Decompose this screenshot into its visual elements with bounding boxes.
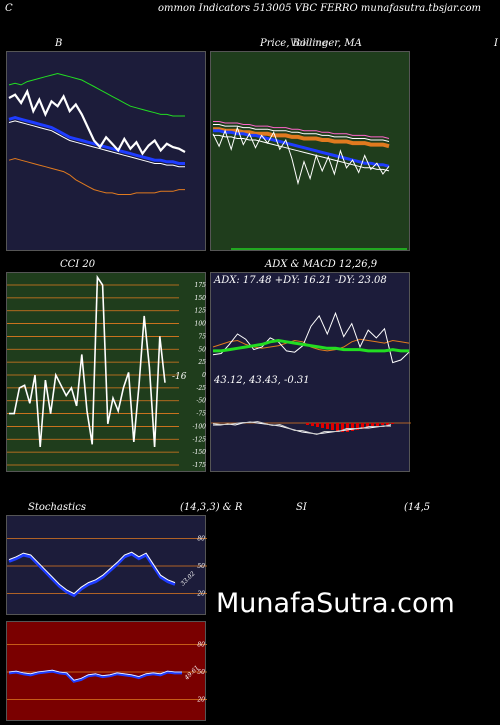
adx-label: ADX: 17.48 +DY: 16.21 -DY: 23.08: [214, 275, 387, 286]
panel-stoch-params: (14,3,3) & R: [180, 502, 243, 513]
price-upper-band-inner: [213, 124, 390, 142]
stoch-k-line: [8, 552, 176, 598]
adx-plus-dy-line: [212, 311, 410, 364]
stoch-tick-label: 80: [197, 535, 205, 542]
macd-hist-bar: [346, 423, 349, 432]
stoch-value-label: 33.02: [179, 570, 196, 587]
macd-hist-bar: [391, 423, 394, 424]
stoch-tick-label: 20: [196, 591, 205, 598]
macd-hist-bar: [361, 423, 364, 429]
panel-price-overlay: Volume: [290, 38, 328, 49]
macd-hist-bar: [336, 423, 339, 431]
b-price-line: [8, 88, 186, 156]
panel-rsi-params: (14,5: [404, 502, 431, 513]
b-lower-line: [8, 157, 185, 195]
cci-tick-label: -50: [196, 398, 206, 405]
macd-hist-bar: [331, 423, 334, 430]
macd-hist-bar: [356, 423, 359, 430]
cci-tick-label: -75: [196, 411, 206, 418]
macd-label: 43.12, 43.43, -0.31: [214, 375, 310, 386]
panel-adx: [210, 272, 411, 472]
panel-b: [6, 51, 206, 251]
macd-hist-bar: [366, 423, 369, 428]
rsi-tick-label: 80: [197, 641, 205, 648]
panel-rsi-title: SI: [296, 502, 307, 513]
cci-value-label: -16: [172, 372, 187, 382]
panel-cci-chart: 175 150 125 100 75 50 25 0 -25 -50 -75 -100 -125 -150…: [7, 274, 207, 469]
price-upper-band: [213, 121, 390, 139]
panel-price-title: Price, Bollinger, MA: [260, 38, 362, 49]
stoch-d-line: [8, 551, 176, 595]
cci-tick-label: -175: [193, 462, 207, 469]
panel-price: [210, 51, 410, 251]
watermark: MunafaSutra.com: [216, 588, 455, 619]
macd-hist-bar: [386, 423, 389, 425]
macd-hist-bar: [376, 423, 379, 426]
panel-cci-title: CCI 20: [60, 259, 96, 270]
cci-tick-label: 150: [195, 295, 207, 302]
cci-tick-label: -125: [193, 436, 207, 443]
rsi-line: [8, 669, 182, 683]
cci-tick-label: 50: [198, 346, 206, 353]
panel-cci: 175 150 125 100 75 50 25 0 -25 -50 -75 -100 -125 -150…: [6, 272, 206, 472]
panel-b-title: B: [55, 38, 63, 49]
price-ma-line: [213, 129, 390, 168]
rsi-tick-label: 20: [196, 697, 205, 704]
adx-line: [213, 338, 409, 353]
macd-signal-line: [212, 420, 392, 436]
rsi-tick-label: 50: [197, 669, 205, 676]
right-edge-label: I: [494, 38, 498, 49]
panel-stochastics: 80 50 20 33.02: [6, 515, 207, 615]
macd-hist-bar: [311, 423, 314, 426]
cci-tick-label: -100: [193, 423, 207, 430]
macd-hist-bar: [351, 423, 354, 431]
panel-stoch-title: Stochastics: [28, 502, 86, 513]
b-ma-line: [8, 116, 185, 165]
b-upper-line: [8, 72, 185, 117]
page-title: ommon Indicators 513005 VBC FERRO munafa…: [158, 3, 481, 14]
price-orange-band: [213, 127, 390, 149]
cci-tick-label: 175: [195, 282, 207, 289]
b-ma-inner-line: [8, 120, 185, 168]
panel-adx-chart: [211, 311, 411, 436]
macd-hist-bar: [321, 423, 324, 428]
panel-b-chart: [8, 72, 186, 195]
macd-hist-bar: [371, 423, 374, 427]
panel-rsi: 80 50 20 49.61: [6, 621, 207, 721]
macd-hist-bar: [306, 423, 309, 425]
price-ma-inner: [213, 134, 390, 172]
stoch-tick-label: 50: [197, 563, 205, 570]
macd-hist-bar: [326, 423, 329, 429]
cci-tick-label: 25: [197, 359, 206, 366]
macd-hist-bar: [381, 423, 384, 425]
cci-tick-label: 0: [202, 372, 206, 379]
header-left: C: [5, 3, 13, 14]
cci-tick-label: 125: [195, 308, 207, 315]
cci-tick-label: -25: [196, 385, 206, 392]
panel-price-chart: [212, 121, 407, 250]
macd-hist-bar: [341, 423, 344, 432]
macd-hist-bar: [316, 423, 319, 427]
price-close-line: [212, 125, 390, 186]
cci-tick-label: 100: [195, 321, 207, 328]
cci-tick-label: 75: [198, 333, 206, 340]
rsi-inner-line: [8, 669, 182, 681]
cci-line: [9, 274, 166, 448]
cci-tick-label: -150: [193, 449, 207, 456]
panel-adx-title: ADX & MACD 12,26,9: [265, 259, 378, 270]
